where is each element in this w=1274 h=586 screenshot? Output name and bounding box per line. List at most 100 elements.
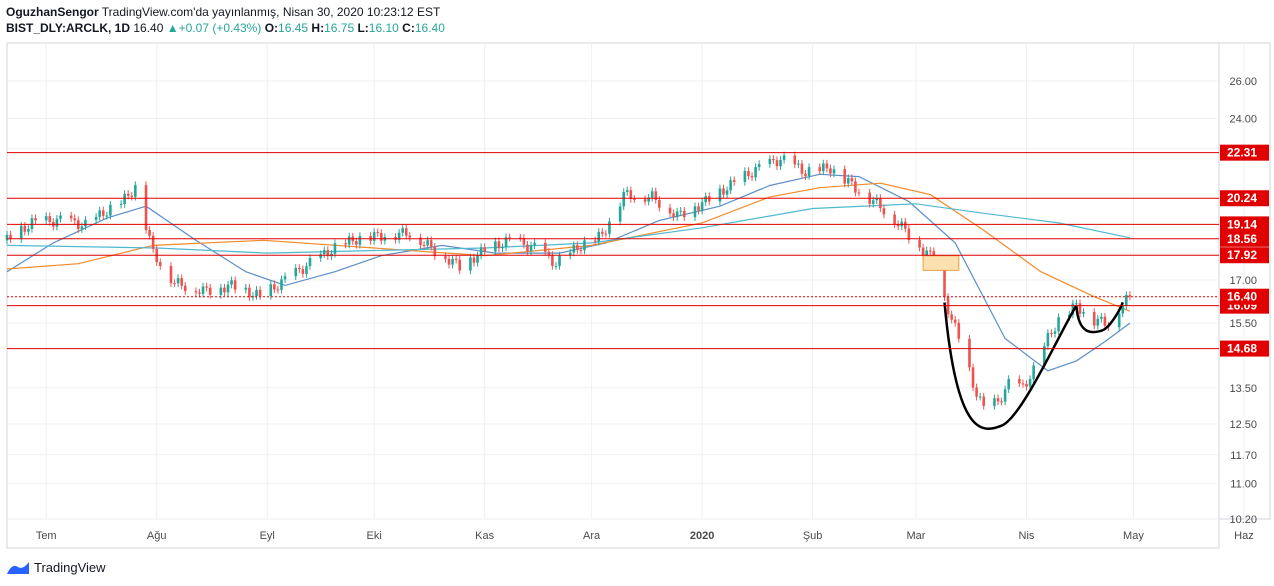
candle-body (344, 243, 347, 245)
candle-body (604, 233, 608, 235)
candle-body (376, 232, 380, 234)
change-arrow-icon: ▲ (166, 21, 179, 35)
candle-body (822, 163, 825, 172)
candle-body (918, 239, 921, 248)
candle-body (230, 280, 233, 285)
candle-body (201, 286, 205, 294)
x-tick-label: Kas (475, 530, 494, 542)
candle-body (543, 242, 547, 252)
candle-body (707, 196, 711, 202)
high-label: H: (311, 21, 325, 35)
candle-body (1025, 383, 1028, 387)
candle-body (907, 228, 911, 240)
price-level-tag (1220, 230, 1269, 247)
candle-body (768, 158, 772, 165)
candle-body (23, 225, 27, 232)
candle-body (704, 196, 707, 203)
candle-body (547, 251, 551, 255)
candle-body (693, 206, 697, 218)
price-level-label: 22.31 (1227, 146, 1257, 160)
candle-body (483, 247, 486, 252)
candle-body (479, 247, 483, 256)
candle-body (732, 180, 736, 182)
candle-body (144, 185, 148, 230)
tradingview-logo-icon (7, 561, 29, 574)
candle-body (1103, 316, 1107, 326)
candle-body (44, 216, 48, 221)
candle-body (968, 338, 971, 368)
candle-body (1046, 332, 1050, 347)
x-tick-label: Nis (1019, 530, 1035, 542)
candle-body (593, 240, 597, 242)
candle-body (504, 237, 508, 248)
x-tick-label: Şub (803, 530, 823, 542)
candle-body (173, 283, 176, 285)
candle-body (176, 278, 180, 284)
ohlc-legend: BIST_DLY:ARCLK, 1D 16.40 ▲+0.07 (+0.43%)… (6, 21, 445, 35)
candle-body (355, 241, 358, 245)
candle-body (1096, 318, 1100, 326)
y-tick-label: 17.00 (1229, 275, 1257, 287)
candle-body (797, 163, 800, 165)
candle-body (750, 175, 754, 178)
candle-body (572, 245, 576, 253)
candle-body (347, 236, 351, 245)
candle-body (896, 224, 900, 227)
candle-body (982, 396, 986, 406)
candle-body (298, 267, 301, 270)
candle-body (1003, 389, 1007, 402)
candle-body (650, 191, 654, 198)
candle-body (319, 254, 322, 259)
candle-body (1057, 317, 1060, 332)
candle-body (223, 287, 226, 293)
author-name[interactable]: OguzhanSengor (6, 5, 99, 19)
candle-body (576, 245, 579, 251)
candle-body (725, 190, 729, 195)
candle-body (194, 291, 198, 293)
candle-body (729, 180, 732, 191)
price-level-label: 18.56 (1227, 232, 1257, 246)
candle-body (1078, 303, 1082, 314)
low-label: L: (357, 21, 369, 35)
candle-body (258, 289, 262, 296)
candle-body (276, 289, 280, 291)
footer-brand[interactable]: TradingView (6, 560, 106, 575)
candle-body (1071, 303, 1075, 315)
candle-body (255, 289, 258, 297)
candle-body (219, 287, 223, 295)
candle-body (633, 198, 636, 200)
candle-body (134, 185, 137, 197)
candle-body (198, 292, 201, 294)
candle-body (775, 160, 779, 167)
low-value: 16.10 (368, 21, 399, 35)
y-tick-label: 13.50 (1229, 383, 1257, 395)
candle-body (672, 213, 675, 218)
candle-body (519, 237, 522, 239)
candle-body (283, 276, 287, 280)
candle-body (904, 221, 907, 229)
candle-body (48, 216, 52, 222)
brand-name: TradingView (34, 560, 106, 575)
candle-body (397, 232, 401, 240)
candle-body (322, 250, 326, 255)
candle-body (658, 199, 661, 208)
x-tick-label: Eyl (260, 530, 275, 542)
candle-body (101, 210, 105, 216)
candle-body (119, 203, 123, 205)
candle-body (34, 218, 37, 221)
last-price: 16.40 (133, 21, 164, 35)
candle-body (618, 206, 622, 222)
candle-body (372, 232, 376, 241)
candle-body (993, 398, 996, 406)
candle-body (451, 258, 454, 265)
candle-body (647, 197, 650, 202)
candle-body (928, 250, 932, 252)
annotation-box (922, 255, 960, 271)
candle-body (529, 245, 533, 252)
price-level-label: 20.24 (1227, 191, 1257, 205)
change-value: +0.07 (+0.43%) (178, 21, 262, 35)
candle-body (921, 247, 925, 256)
price-level-label: 14.68 (1227, 342, 1257, 356)
candle-body (743, 171, 747, 182)
